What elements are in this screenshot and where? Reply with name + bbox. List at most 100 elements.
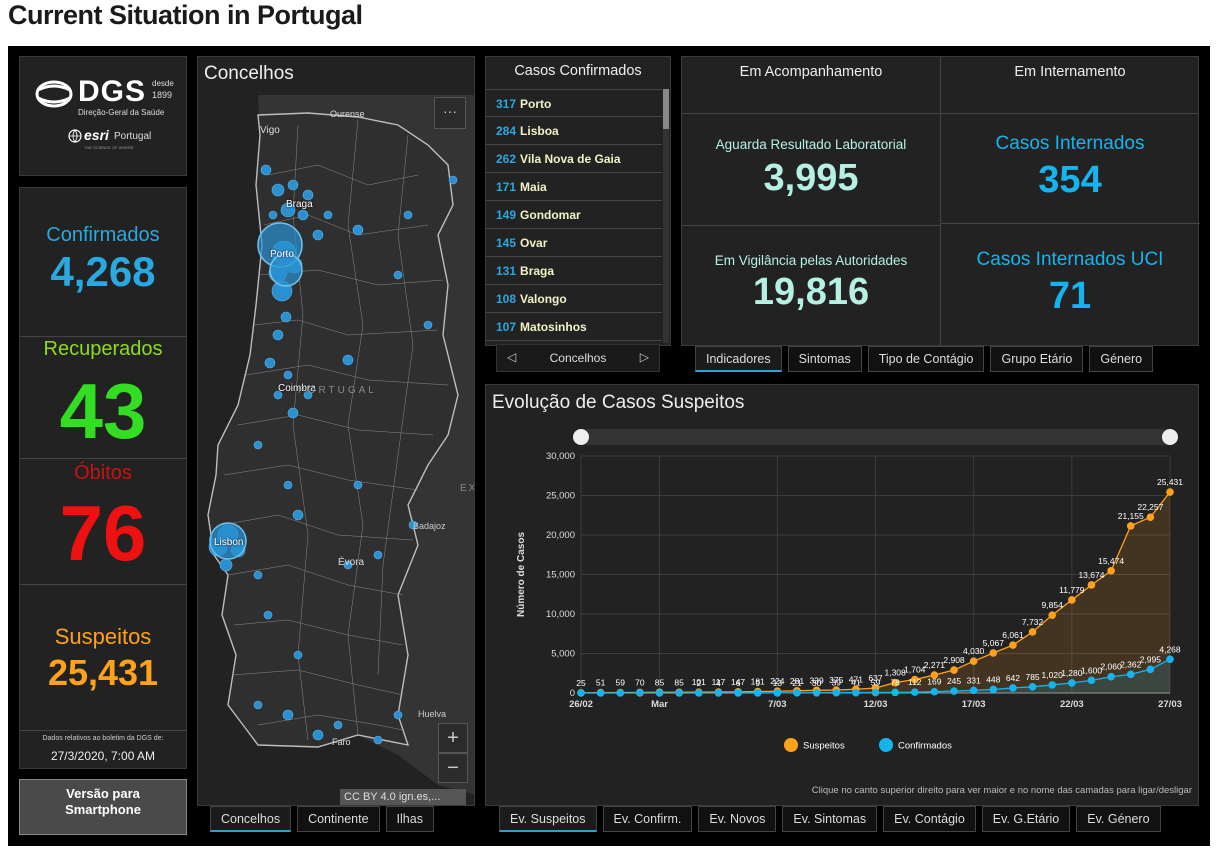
list-item[interactable]: 107 Matosinhos	[486, 313, 662, 341]
ocean-area	[198, 95, 474, 805]
data-label: 22,257	[1137, 502, 1163, 512]
tab-indicadores[interactable]: Indicadores	[695, 346, 782, 372]
obitos-label: Óbitos	[74, 462, 132, 484]
tab-ev-sintomas[interactable]: Ev. Sintomas	[782, 806, 878, 832]
map-label-evora: Évora	[338, 557, 365, 568]
esri-tagline: THE SCIENCE OF WHERE	[84, 145, 134, 150]
list-item[interactable]: 262 Vila Nova de Gaia	[486, 145, 662, 173]
data-label: 1,704	[904, 665, 926, 675]
data-label: 4,268	[1159, 644, 1181, 654]
list-item[interactable]: 171 Maia	[486, 173, 662, 201]
data-point	[1009, 641, 1017, 649]
legend-swatch-confirmados	[879, 738, 893, 752]
internamento-title: Em Internamento	[1014, 64, 1126, 80]
dgs-logo-icon	[35, 80, 73, 108]
data-point	[1107, 566, 1115, 575]
casos-nav-label: Concelhos	[549, 351, 607, 365]
list-item[interactable]: 108 Valongo	[486, 285, 662, 313]
zoom-out-button[interactable]: −	[438, 753, 468, 783]
map-tabs: Concelhos Continente Ilhas	[210, 806, 434, 832]
porto-cluster-2	[269, 253, 303, 287]
data-point	[714, 689, 723, 697]
data-label: 25	[576, 678, 586, 688]
tab-continente[interactable]: Continente	[297, 806, 380, 832]
data-point	[1009, 684, 1017, 692]
data-label: 70	[635, 677, 645, 687]
map-menu-button[interactable]: ···	[434, 97, 466, 129]
y-tick-label: 25,000	[546, 491, 575, 502]
data-point	[577, 689, 585, 697]
chart-canvas[interactable]: 0 5,000 10,000 15,000 20,000 25,000 30,000 26/0…	[486, 425, 1200, 785]
chart-footer: Clique no canto superior direito para ve…	[811, 785, 1192, 796]
data-label: 245	[947, 676, 961, 686]
list-item[interactable]: 284 Lisboa	[486, 117, 662, 145]
data-label: 169	[927, 677, 941, 687]
aguarda-label: Aguarda Resultado Laboratorial	[715, 137, 907, 152]
y-tick-label: 5,000	[551, 649, 575, 660]
dgs-subtitle: Direção-Geral da Saúde	[78, 108, 165, 117]
data-point	[1166, 655, 1174, 664]
data-label: 1,020	[1042, 670, 1064, 680]
data-label: 101	[692, 677, 706, 687]
list-item[interactable]: 145 Ovar	[486, 229, 662, 257]
data-label: 9,854	[1042, 600, 1064, 610]
data-label: 785	[1025, 672, 1039, 682]
tab-ev-getario[interactable]: Ev. G.Etário	[981, 806, 1071, 832]
tab-ev-genero[interactable]: Ev. Género	[1076, 806, 1161, 832]
x-tick-label: 12/03	[864, 699, 888, 710]
tab-ev-suspeitos[interactable]: Ev. Suspeitos	[499, 806, 597, 832]
data-label: 6	[736, 678, 741, 688]
data-point	[812, 688, 821, 697]
zoom-in-button[interactable]: +	[438, 723, 468, 753]
vigilancia-value: 19,816	[752, 271, 870, 313]
map-canvas[interactable]	[198, 95, 475, 806]
data-label: 642	[1006, 673, 1020, 683]
aguarda-value: 3,995	[763, 157, 859, 199]
tab-ev-confirm[interactable]: Ev. Confirm.	[602, 806, 693, 832]
data-point	[1048, 611, 1056, 619]
data-label: 5,067	[983, 638, 1005, 648]
data-label: 117	[712, 677, 726, 687]
map-attribution[interactable]: CC BY 4.0 ign.es,...	[340, 789, 466, 805]
prev-arrow-icon[interactable]: ◁	[507, 350, 517, 364]
data-label: 448	[986, 674, 1000, 684]
tab-sintomas[interactable]: Sintomas	[787, 346, 862, 372]
data-point	[871, 688, 880, 697]
list-scrollbar[interactable]	[663, 89, 669, 343]
tab-concelhos[interactable]: Concelhos	[210, 806, 292, 832]
data-label: 1,600	[1081, 665, 1103, 675]
dgs-wordmark: DGS	[78, 75, 147, 108]
tab-tipo-contagio[interactable]: Tipo de Contágio	[867, 346, 985, 372]
data-label: 375	[829, 675, 843, 685]
y-tick-label: 10,000	[546, 609, 575, 620]
map-label-vigo: Vigo	[260, 125, 280, 136]
x-tick-label: Mar	[651, 699, 668, 710]
data-point	[950, 666, 958, 674]
data-label: 2,995	[1140, 654, 1162, 664]
tab-grupo-etario[interactable]: Grupo Etário	[990, 346, 1084, 372]
data-label: 39	[831, 678, 841, 688]
casos-list[interactable]: 317 Porto 284 Lisboa 262 Vila Nova de Gaia …	[486, 89, 662, 343]
list-item[interactable]: 317 Porto	[486, 89, 662, 117]
x-tick-label: 22/03	[1060, 699, 1084, 710]
tab-ev-contagio[interactable]: Ev. Contágio	[883, 806, 976, 832]
suspeitos-value: 25,431	[47, 652, 159, 693]
tab-ilhas[interactable]: Ilhas	[385, 806, 434, 832]
tab-ev-novos[interactable]: Ev. Novos	[698, 806, 777, 832]
y-axis-label: Número de Casos	[516, 532, 527, 617]
data-label: 339	[810, 675, 824, 685]
tab-genero[interactable]: Género	[1089, 346, 1154, 372]
data-label: 4	[716, 678, 721, 688]
list-item[interactable]: 131 Braga	[486, 257, 662, 285]
data-label: 112	[908, 677, 922, 687]
lisbon-cluster	[209, 522, 247, 560]
smartphone-button[interactable]: Versão para Smartphone	[19, 779, 187, 835]
data-label: 11,779	[1059, 585, 1085, 595]
list-item[interactable]: 149 Gondomar	[486, 201, 662, 229]
data-label: 15,474	[1098, 556, 1124, 566]
data-label: 21,155	[1118, 511, 1144, 521]
next-arrow-icon[interactable]: ▷	[639, 350, 649, 364]
data-label: 2,271	[924, 660, 946, 670]
data-point	[793, 689, 801, 697]
chart-tabs: Ev. Suspeitos Ev. Confirm. Ev. Novos Ev.…	[499, 806, 1161, 832]
